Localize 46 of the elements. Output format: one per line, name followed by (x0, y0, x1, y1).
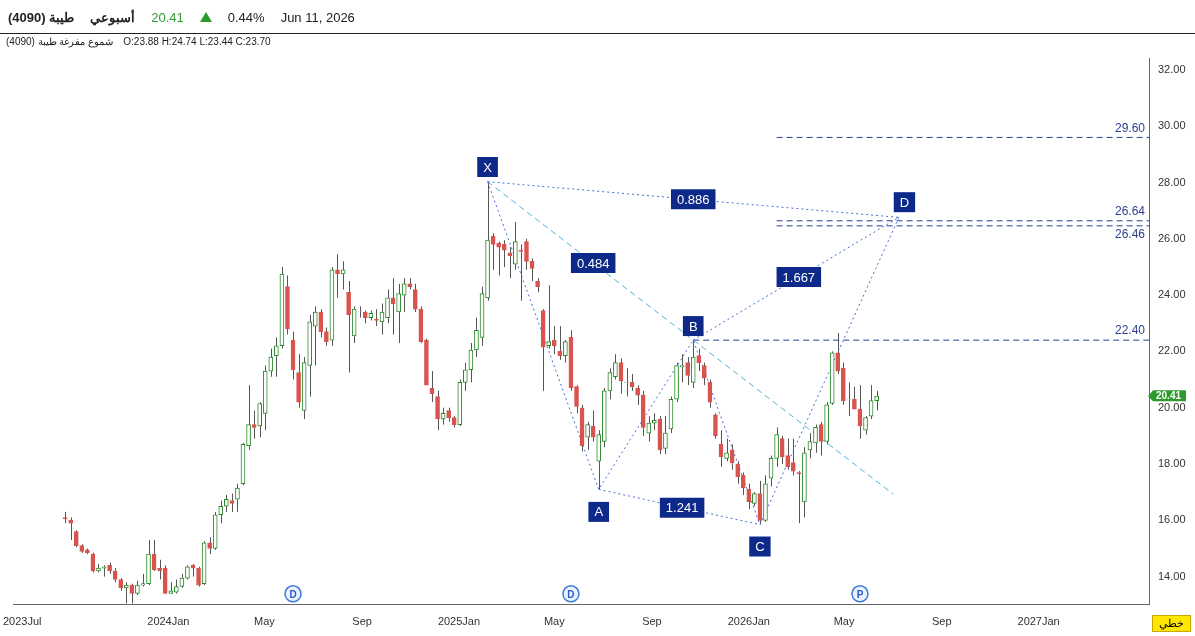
x-tick-label: 2024Jan (147, 615, 190, 628)
annotation: B (688, 318, 698, 334)
y-tick-label: 22.00 (1158, 344, 1186, 357)
annotation: C (755, 539, 765, 555)
annotation: 1.241 (665, 500, 699, 516)
series-label: 26.46 (1114, 227, 1146, 242)
y-tick-label: 16.00 (1158, 513, 1186, 526)
x-tick-label: May (543, 615, 566, 628)
x-tick-label: Sep (352, 615, 372, 628)
x-tick-label: 2023Jul (2, 615, 42, 628)
x-tick-label: May (833, 615, 855, 628)
annotation: D (289, 588, 297, 600)
y-tick-label: 24.00 (1158, 288, 1186, 301)
text: خطي (1152, 615, 1191, 632)
annotation: 1.667 (782, 269, 816, 285)
text: Jun 11, 2026 (280, 9, 355, 25)
y-tick-label: 28.00 (1158, 175, 1186, 188)
x-tick-label: Sep (931, 615, 952, 628)
annotation: 0.886 (676, 191, 710, 207)
x-tick-label: 2026Jan (727, 615, 770, 628)
text: 20.41 (1156, 389, 1182, 401)
y-tick-label: 26.00 (1158, 231, 1186, 244)
annotation: A (594, 504, 604, 520)
x-tick-label: Sep (642, 615, 662, 628)
series-label: 26.64 (1114, 204, 1146, 219)
series-label: 22.40 (1114, 323, 1146, 338)
x-tick-label: May (254, 615, 276, 628)
y-tick-label: 14.00 (1158, 569, 1186, 582)
text: 0.44% (227, 9, 265, 25)
annotation: D (567, 588, 575, 600)
series-label: 29.60 (1114, 120, 1146, 135)
chart-title: طيبة (4090) (8, 9, 75, 25)
y-tick-label: 32.00 (1158, 62, 1186, 75)
annotation: 0.484 (576, 255, 610, 271)
text: O:23.88 H:24.74 L:23.44 C:23.70 (123, 36, 271, 47)
text: 20.41 (151, 9, 184, 25)
y-tick-label: 30.00 (1158, 119, 1186, 132)
y-tick-label: 20.00 (1158, 400, 1186, 413)
chart-subtitle: أسبوعي (90, 9, 136, 25)
x-tick-label: 2025Jan (437, 615, 481, 628)
x-tick-label: 2027Jan (1017, 615, 1060, 628)
annotation: D (899, 194, 910, 210)
annotation: P (856, 588, 864, 600)
y-tick-label: 18.00 (1158, 457, 1186, 470)
annotation: X (483, 159, 493, 175)
text: شموع مفرغة طيبة (4090) (6, 36, 114, 47)
